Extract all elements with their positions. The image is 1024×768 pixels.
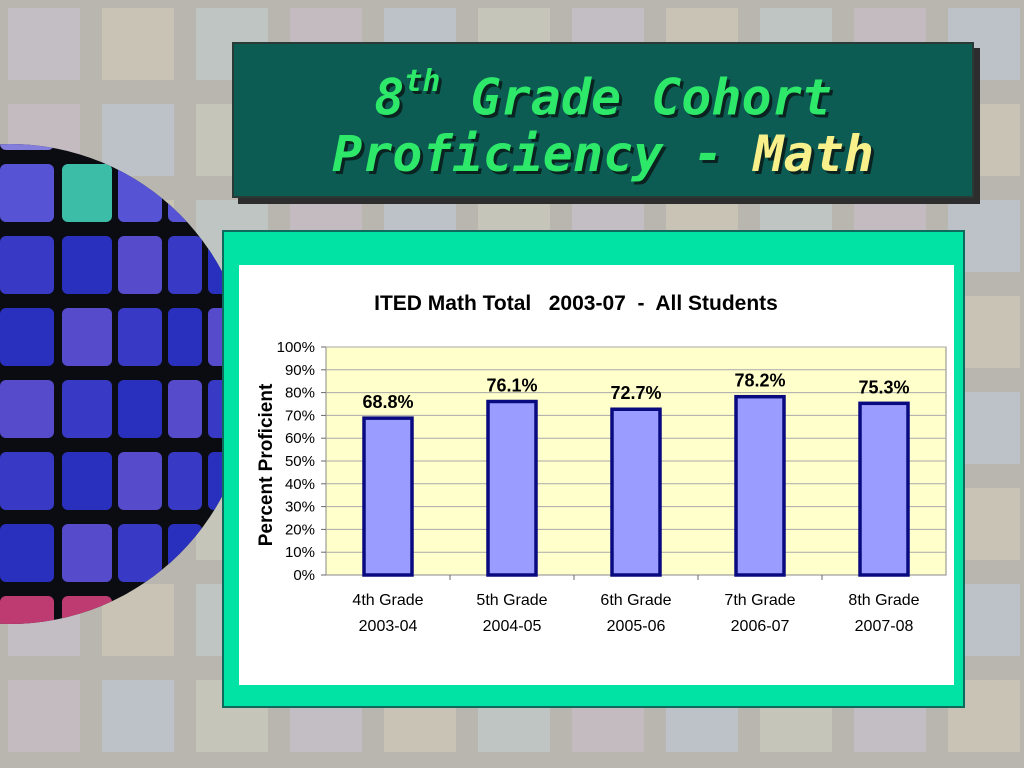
sphere-tile — [208, 20, 232, 78]
bar — [486, 399, 538, 577]
x-category-label: 5th Grade — [476, 592, 547, 609]
x-category-label: 6th Grade — [600, 592, 671, 609]
sphere-tile — [208, 164, 232, 222]
sphere-tile — [118, 740, 162, 768]
sphere-tile — [168, 452, 202, 510]
bar — [734, 394, 786, 577]
background-tile — [8, 8, 80, 80]
title-accent-math: Math — [753, 124, 874, 183]
y-tick-label: 70% — [285, 407, 315, 424]
sphere-tile — [118, 20, 162, 78]
slide-title-line-1: 8th Grade Cohort — [234, 60, 972, 126]
sphere-tile — [168, 668, 202, 726]
sphere-tile — [118, 596, 162, 624]
sphere-tile — [118, 524, 162, 582]
sphere-tile — [0, 380, 54, 438]
title-line-2-prefix: Proficiency - — [332, 124, 754, 183]
sphere-tile — [118, 236, 162, 294]
sphere-tile — [62, 144, 112, 150]
x-category-year-label: 2005-06 — [607, 618, 666, 635]
x-category-label: 8th Grade — [848, 592, 919, 609]
sphere-tile — [0, 740, 54, 768]
background-tile — [102, 104, 174, 176]
sphere-tile — [118, 380, 162, 438]
y-tick-label: 90% — [285, 362, 315, 379]
sphere-tile — [118, 308, 162, 366]
sphere-tile — [0, 668, 54, 726]
title-grade-number: 8 — [374, 68, 405, 127]
chart-title: ITED Math Total 2003-07 - All Students — [374, 292, 778, 315]
y-tick-label: 40% — [285, 476, 315, 493]
y-tick-label: 80% — [285, 385, 315, 402]
sphere-tile — [168, 164, 202, 222]
bar-chart: ITED Math Total 2003-07 - All Students 0%… — [256, 292, 947, 635]
decorative-sphere-graphic — [0, 20, 250, 768]
bar-data-label: 72.7% — [610, 383, 661, 403]
x-category-label: 7th Grade — [724, 592, 795, 609]
sphere-tile — [62, 668, 112, 726]
sphere-tile — [168, 740, 202, 768]
background-tile — [8, 680, 80, 752]
sphere-tile — [0, 452, 54, 510]
y-tick-label: 30% — [285, 499, 315, 516]
y-tick-label: 0% — [293, 567, 315, 584]
bar — [362, 416, 414, 577]
chart-card: ITED Math Total 2003-07 - All Students 0%… — [239, 265, 954, 685]
bar-data-label: 76.1% — [486, 375, 537, 395]
sphere-tile — [118, 452, 162, 510]
slide-title-line-2: Proficiency - Math — [234, 126, 972, 182]
sphere-tile — [62, 524, 112, 582]
sphere-tile — [118, 164, 162, 222]
slide-title-box: 8th Grade Cohort Proficiency - Math — [232, 42, 974, 198]
sphere-tile — [0, 524, 54, 582]
x-category-year-label: 2003-04 — [359, 618, 418, 635]
bar — [610, 407, 662, 577]
y-tick-label: 20% — [285, 521, 315, 538]
sphere-tile — [62, 236, 112, 294]
bar-data-label: 68.8% — [362, 392, 413, 412]
background-tile — [102, 8, 174, 80]
x-category-year-label: 2007-08 — [855, 618, 914, 635]
sphere-tile — [0, 596, 54, 624]
sphere-tile — [118, 668, 162, 726]
y-axis-title: Percent Proficient — [256, 383, 277, 546]
sphere-tile — [168, 236, 202, 294]
sphere-tile — [118, 144, 162, 150]
x-category-label: 4th Grade — [352, 592, 423, 609]
sphere-tile — [62, 20, 112, 78]
background-tile — [102, 680, 174, 752]
sphere-tile — [0, 236, 54, 294]
sphere-tile — [0, 164, 54, 222]
sphere-tile — [0, 308, 54, 366]
title-line-1-rest: Grade Cohort — [440, 68, 832, 127]
x-category-year-label: 2006-07 — [731, 618, 790, 635]
title-superscript: th — [404, 64, 441, 99]
sphere-tile — [168, 20, 202, 78]
bar-data-label: 78.2% — [734, 371, 785, 391]
sphere-tile — [62, 740, 112, 768]
y-tick-label: 100% — [277, 339, 315, 356]
sphere-tile — [168, 524, 202, 582]
sphere-tile — [0, 20, 54, 78]
bar-data-label: 75.3% — [858, 377, 909, 397]
sphere-tile — [208, 740, 232, 768]
sphere-tile — [62, 308, 112, 366]
sphere-tile — [168, 308, 202, 366]
x-category-year-label: 2004-05 — [483, 618, 542, 635]
sphere-tile — [168, 596, 202, 624]
y-tick-label: 10% — [285, 544, 315, 561]
sphere-tile — [62, 452, 112, 510]
bar — [858, 401, 910, 577]
sphere-tile — [62, 164, 112, 222]
sphere-tile — [62, 380, 112, 438]
sphere-tile — [208, 144, 232, 150]
sphere-tile — [62, 596, 112, 624]
y-tick-label: 50% — [285, 453, 315, 470]
sphere-tile — [0, 144, 54, 150]
y-tick-label: 60% — [285, 430, 315, 447]
sphere-tile — [168, 144, 202, 150]
sphere-tile — [168, 380, 202, 438]
